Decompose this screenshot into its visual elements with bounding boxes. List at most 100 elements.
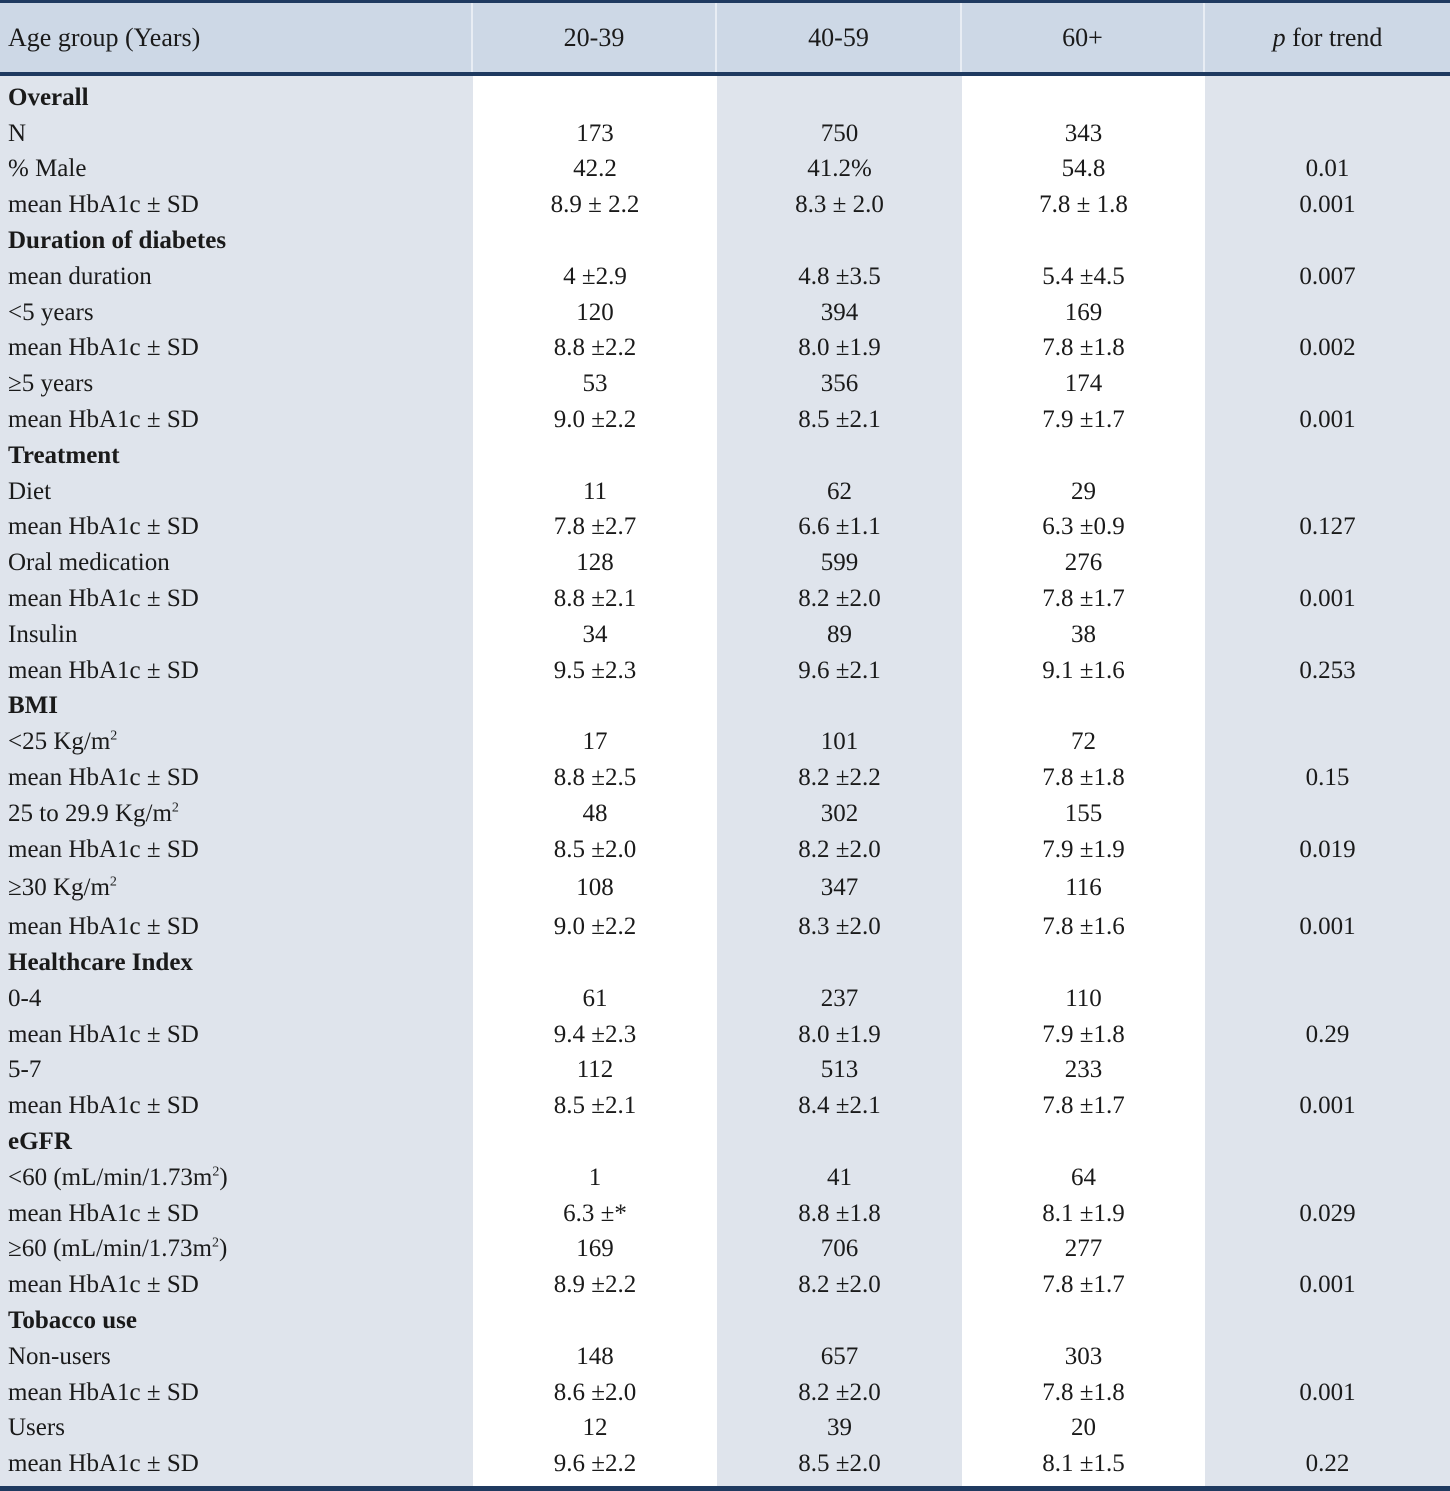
cell-40-59: 89: [827, 620, 852, 648]
cell-p-trend: 0.22: [1305, 1450, 1350, 1478]
cell-40-59: 237: [820, 984, 859, 1012]
column-shade: [1205, 0, 1450, 1491]
row-label: eGFR: [0, 1128, 473, 1156]
cell-20-39: 128: [576, 549, 614, 577]
column-shade: [0, 0, 473, 1491]
superscript: 2: [110, 728, 118, 744]
table-row: mean HbA1c ± SD 9.0 ±2.2 8.3 ±2.0 7.8 ±1.6 0…: [0, 909, 1450, 945]
cell-60plus: 7.8 ±1.8: [1042, 764, 1125, 792]
cell-60plus: 277: [1064, 1235, 1103, 1263]
cell-40-59: 347: [820, 874, 859, 902]
header-col-60plus: 60+: [962, 3, 1205, 72]
row-label: Tobacco use: [0, 1307, 473, 1335]
table-row: mean HbA1c ± SD 8.8 ±2.5 8.2 ±2.2 7.8 ±1.8 0…: [0, 760, 1450, 796]
row-label-text: mean HbA1c ± SD: [8, 656, 199, 684]
cell-20-39: 9.0 ±2.2: [553, 913, 637, 941]
row-label-text: mean HbA1c ± SD: [8, 913, 199, 941]
cell-60plus: 72: [1071, 728, 1096, 756]
cell-p-trend: 0.001: [1299, 913, 1356, 941]
row-label-text: Tobacco use: [8, 1306, 137, 1334]
cell-p-trend: 0.007: [1299, 262, 1356, 290]
row-label-text: mean HbA1c ± SD: [8, 585, 199, 613]
table-row: ≥30 Kg/m2 108 347 116: [0, 868, 1450, 910]
row-label-text: mean duration: [8, 262, 152, 290]
cell-p-trend: 0.001: [1299, 1271, 1356, 1299]
cell-40-59: 8.5 ±2.1: [798, 406, 881, 434]
row-label-text: 5-7: [8, 1056, 42, 1084]
cell-p-trend: 0.001: [1299, 585, 1356, 613]
cell-20-39: 8.5 ±2.0: [553, 835, 637, 863]
cell-20-39: 148: [576, 1342, 614, 1370]
row-label: 25 to 29.9 Kg/m2: [0, 800, 473, 828]
row-label-text: ≥5 years: [8, 370, 94, 398]
row-label: Treatment: [0, 442, 473, 470]
table-row: mean HbA1c ± SD 7.8 ±2.7 6.6 ±1.1 6.3 ±0.9 0…: [0, 510, 1450, 546]
cell-40-59: 8.5 ±2.0: [798, 1450, 881, 1478]
cell-60plus: 20: [1071, 1414, 1096, 1442]
cell-40-59: 706: [820, 1235, 859, 1263]
cell-20-39: 9.6 ±2.2: [553, 1450, 637, 1478]
superscript: 2: [212, 1164, 220, 1180]
row-label: mean HbA1c ± SD: [0, 1271, 473, 1299]
row-label-text: mean HbA1c ± SD: [8, 1378, 199, 1406]
table-row: mean HbA1c ± SD 9.5 ±2.3 9.6 ±2.1 9.1 ±1.6 0…: [0, 653, 1450, 689]
cell-20-39: 53: [582, 370, 608, 398]
row-label-text: Oral medication: [8, 549, 170, 577]
cell-40-59: 8.0 ±1.9: [798, 334, 881, 362]
cell-20-39: 9.5 ±2.3: [553, 656, 637, 684]
row-label-text: 25 to 29.9 Kg/m: [8, 799, 172, 827]
cell-60plus: 7.9 ±1.9: [1042, 835, 1125, 863]
cell-40-59: 750: [820, 119, 859, 147]
header-age-group: Age group (Years): [0, 3, 473, 72]
cell-20-39: 1: [588, 1163, 602, 1191]
cell-20-39: 4 ±2.9: [563, 262, 627, 290]
cell-20-39: 8.9 ± 2.2: [550, 191, 640, 219]
section-header-row: Treatment: [0, 438, 1450, 474]
cell-60plus: 7.8 ±1.7: [1042, 585, 1125, 613]
cell-40-59: 356: [820, 370, 859, 398]
row-label-text: Diet: [8, 477, 52, 505]
cell-60plus: 7.8 ±1.8: [1042, 334, 1125, 362]
row-label: 5-7: [0, 1056, 473, 1084]
cell-60plus: 303: [1064, 1342, 1103, 1370]
cell-20-39: 108: [576, 874, 614, 902]
table-row: <60 (mL/min/1.73m2) 1 41 64: [0, 1160, 1450, 1196]
table-row: <25 Kg/m2 17 101 72: [0, 724, 1450, 760]
cell-p-trend: 0.29: [1305, 1020, 1350, 1048]
row-label-text: mean HbA1c ± SD: [8, 1450, 199, 1478]
cell-p-trend: 0.15: [1305, 764, 1350, 792]
row-label-text: mean HbA1c ± SD: [8, 1199, 199, 1227]
cell-60plus: 9.1 ±1.6: [1042, 656, 1125, 684]
cell-60plus: 7.8 ±1.6: [1042, 913, 1125, 941]
row-label-text: mean HbA1c ± SD: [8, 191, 199, 219]
cell-20-39: 8.5 ±2.1: [553, 1092, 637, 1120]
cell-40-59: 8.2 ±2.0: [798, 1378, 881, 1406]
cell-60plus: 276: [1064, 549, 1103, 577]
table-row: Non-users 148 657 303: [0, 1339, 1450, 1375]
row-label-text: ≥30 Kg/m: [8, 874, 110, 902]
cell-40-59: 41: [827, 1163, 852, 1191]
cell-60plus: 7.8 ± 1.8: [1039, 191, 1128, 219]
cell-20-39: 173: [576, 119, 614, 147]
table-row: mean HbA1c ± SD 8.9 ±2.2 8.2 ±2.0 7.8 ±1.7 0…: [0, 1267, 1450, 1303]
section-header-row: Tobacco use: [0, 1303, 1450, 1339]
cell-60plus: 7.8 ±1.7: [1042, 1092, 1125, 1120]
row-label: mean HbA1c ± SD: [0, 191, 473, 219]
row-label: Duration of diabetes: [0, 227, 473, 255]
cell-20-39: 120: [576, 298, 614, 326]
section-header-row: Duration of diabetes: [0, 223, 1450, 259]
row-label-text: <60 (mL/min/1.73m: [8, 1163, 213, 1191]
table-row: mean HbA1c ± SD 9.6 ±2.2 8.5 ±2.0 8.1 ±1.5 0…: [0, 1446, 1450, 1482]
row-label-text: Healthcare Index: [8, 949, 193, 977]
row-label: Users: [0, 1414, 473, 1442]
row-label: Healthcare Index: [0, 949, 473, 977]
cell-60plus: 116: [1065, 874, 1102, 902]
section-header-row: Healthcare Index: [0, 945, 1450, 981]
row-label-text: Overall: [8, 83, 89, 111]
row-label: ≥60 (mL/min/1.73m2): [0, 1235, 473, 1263]
table-row: ≥60 (mL/min/1.73m2) 169 706 277: [0, 1232, 1450, 1268]
cell-20-39: 9.4 ±2.3: [553, 1020, 637, 1048]
cell-60plus: 38: [1071, 620, 1096, 648]
cell-40-59: 39: [827, 1414, 852, 1442]
row-label: mean HbA1c ± SD: [0, 1450, 473, 1478]
